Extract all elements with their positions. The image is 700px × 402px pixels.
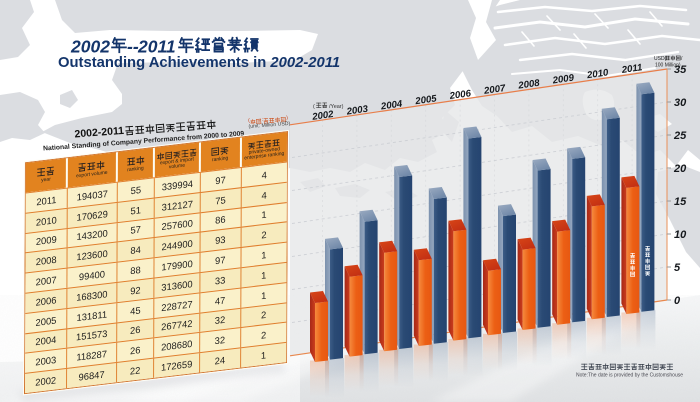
svg-text:2006: 2006: [448, 88, 472, 102]
svg-text:20: 20: [673, 163, 687, 175]
svg-text:2008: 2008: [517, 78, 541, 92]
svg-text:10: 10: [674, 229, 687, 241]
svg-text:2002: 2002: [311, 109, 335, 123]
svg-text:2007: 2007: [482, 83, 506, 97]
svg-text:100 Million): 100 Million): [655, 63, 681, 69]
svg-text:2011: 2011: [620, 62, 643, 76]
svg-text:2011: 2011: [137, 37, 176, 57]
svg-text:5: 5: [674, 262, 681, 274]
svg-text:30: 30: [674, 97, 687, 109]
svg-text:15: 15: [674, 196, 687, 208]
svg-text:0: 0: [674, 295, 681, 307]
svg-text:--: --: [127, 37, 139, 57]
svg-text:25: 25: [673, 130, 687, 142]
svg-text:2005: 2005: [414, 93, 438, 107]
svg-text:2002: 2002: [70, 37, 110, 57]
svg-text:35: 35: [674, 64, 687, 76]
svg-text:/Year): /Year): [329, 104, 344, 110]
svg-text:Note:The date is provided by t: Note:The date is provided by the Customs…: [576, 373, 683, 379]
svg-text:2010: 2010: [585, 67, 609, 81]
svg-text:USD(: USD(: [654, 56, 667, 62]
svg-text:(: (: [313, 104, 315, 110]
svg-text:Outstanding Achievements in 20: Outstanding Achievements in 2002-2011: [58, 55, 340, 71]
svg-text:2003: 2003: [345, 104, 369, 118]
svg-text:2009: 2009: [551, 72, 575, 86]
svg-text:/: /: [681, 56, 683, 62]
svg-text:2004: 2004: [379, 98, 403, 112]
